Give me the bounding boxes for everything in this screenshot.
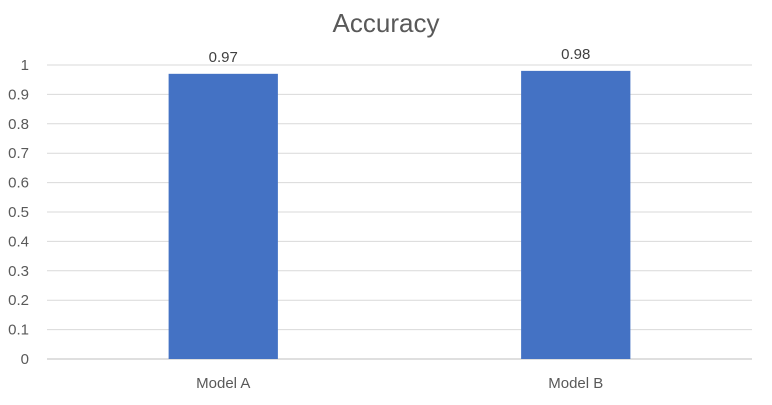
x-category-label: Model A: [196, 375, 250, 392]
data-label: 0.98: [561, 46, 590, 63]
data-label: 0.97: [209, 49, 238, 66]
data-labels: 0.97 0.98: [209, 46, 591, 66]
x-axis-categories: Model A Model B: [196, 375, 603, 392]
y-tick-label: 0.1: [8, 322, 29, 339]
y-tick-label: 0.8: [8, 116, 29, 133]
y-axis-ticks: 0 0.1 0.2 0.3 0.4 0.5 0.6 0.7 0.8 0.9 1: [8, 57, 29, 368]
gridlines: [47, 64, 752, 360]
y-tick-label: 0.6: [8, 175, 29, 192]
bars: [168, 70, 631, 359]
y-tick-label: 0.7: [8, 145, 29, 162]
bar-model-a: [168, 73, 278, 359]
y-tick-label: 0.9: [8, 86, 29, 103]
y-tick-label: 0.5: [8, 204, 29, 221]
bar-model-b: [521, 70, 631, 359]
y-tick-label: 0.4: [8, 233, 29, 250]
y-tick-label: 0.2: [8, 292, 29, 309]
y-tick-label: 0: [21, 351, 29, 368]
y-tick-label: 0.3: [8, 263, 29, 280]
y-tick-label: 1: [21, 57, 29, 74]
chart-title: Accuracy: [333, 8, 440, 38]
x-category-label: Model B: [548, 375, 603, 392]
